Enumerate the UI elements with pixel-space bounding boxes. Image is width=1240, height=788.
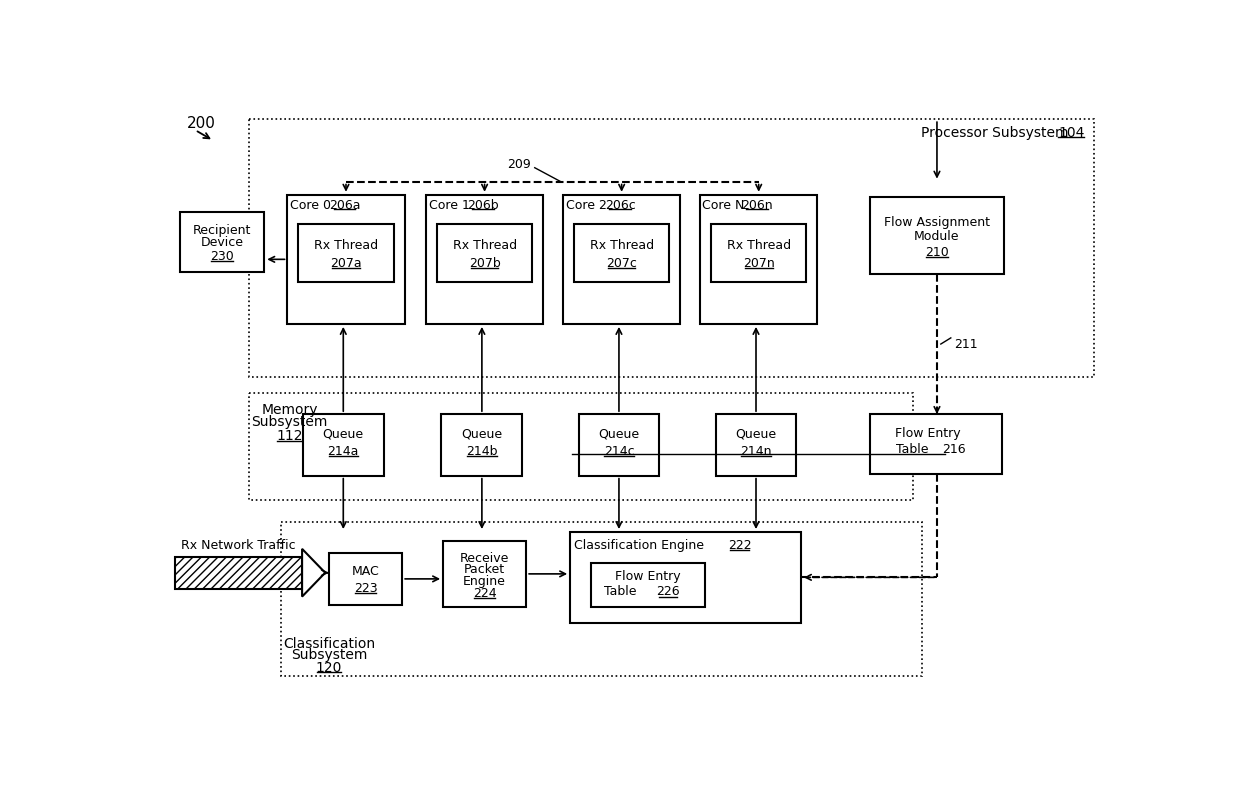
Bar: [701, 195, 817, 324]
Text: 104: 104: [1058, 126, 1085, 140]
Text: Queue: Queue: [735, 428, 776, 440]
Bar: [574, 224, 670, 282]
Bar: [249, 393, 913, 500]
Text: 223: 223: [353, 582, 377, 595]
Text: Flow Assignment: Flow Assignment: [884, 216, 990, 229]
Bar: [281, 522, 921, 676]
Text: 206a: 206a: [329, 199, 360, 212]
Text: 214a: 214a: [327, 444, 358, 458]
Bar: [299, 224, 394, 282]
Text: MAC: MAC: [352, 565, 379, 578]
Text: 209: 209: [507, 158, 531, 171]
Text: 230: 230: [210, 250, 234, 262]
Bar: [180, 213, 264, 273]
Text: 207a: 207a: [330, 257, 362, 269]
Text: 216: 216: [942, 443, 966, 456]
Text: Classification Engine: Classification Engine: [574, 539, 704, 552]
Text: 200: 200: [187, 117, 216, 132]
Bar: [869, 414, 1002, 474]
Text: Core 1: Core 1: [429, 199, 470, 212]
Bar: [436, 224, 532, 282]
Text: 206c: 206c: [605, 199, 635, 212]
Text: Flow Entry: Flow Entry: [895, 427, 961, 440]
Bar: [570, 532, 801, 623]
Text: Processor Subsystem: Processor Subsystem: [920, 126, 1068, 140]
Text: Rx Thread: Rx Thread: [314, 239, 378, 252]
Bar: [443, 541, 526, 607]
Text: 214n: 214n: [740, 444, 771, 458]
Text: 207b: 207b: [469, 257, 501, 269]
Text: 214b: 214b: [466, 444, 497, 458]
Text: Engine: Engine: [464, 574, 506, 588]
Text: 207c: 207c: [606, 257, 637, 269]
Bar: [175, 556, 303, 589]
Bar: [590, 563, 704, 608]
Text: 222: 222: [728, 539, 751, 552]
Text: Core N: Core N: [702, 199, 744, 212]
Text: Queue: Queue: [322, 428, 363, 440]
Bar: [329, 552, 402, 605]
Text: Subsystem: Subsystem: [252, 414, 327, 429]
Bar: [288, 195, 404, 324]
Text: Rx Thread: Rx Thread: [453, 239, 517, 252]
Text: Module: Module: [914, 230, 960, 243]
Text: Core 0: Core 0: [290, 199, 331, 212]
Text: 211: 211: [954, 337, 977, 351]
Text: Queue: Queue: [461, 428, 502, 440]
Text: Packet: Packet: [464, 563, 505, 576]
Text: 224: 224: [472, 587, 496, 600]
Text: Rx Thread: Rx Thread: [727, 239, 791, 252]
Polygon shape: [303, 549, 325, 597]
Text: 226: 226: [656, 585, 680, 598]
Text: Table: Table: [604, 585, 636, 598]
Bar: [869, 197, 1004, 274]
Text: 112: 112: [277, 429, 303, 444]
Text: Rx Network Traffic: Rx Network Traffic: [181, 539, 296, 552]
Bar: [441, 414, 522, 476]
Text: Rx Thread: Rx Thread: [589, 239, 653, 252]
Bar: [303, 414, 383, 476]
Bar: [579, 414, 660, 476]
Bar: [711, 224, 806, 282]
Text: Receive: Receive: [460, 552, 510, 564]
Text: Memory: Memory: [262, 403, 317, 418]
Text: Subsystem: Subsystem: [291, 648, 367, 662]
Bar: [249, 119, 1095, 377]
Text: Device: Device: [201, 236, 243, 249]
Text: 207n: 207n: [743, 257, 775, 269]
Text: 206n: 206n: [742, 199, 773, 212]
Text: 214c: 214c: [604, 444, 634, 458]
Bar: [563, 195, 681, 324]
Text: Recipient: Recipient: [193, 225, 252, 237]
Text: Flow Entry: Flow Entry: [615, 570, 681, 583]
Text: 120: 120: [316, 661, 342, 675]
Bar: [715, 414, 796, 476]
Text: 206b: 206b: [467, 199, 498, 212]
Bar: [427, 195, 543, 324]
Text: 210: 210: [925, 246, 949, 259]
Text: Classification: Classification: [283, 637, 376, 651]
Text: Table: Table: [895, 443, 929, 456]
Text: Queue: Queue: [599, 428, 640, 440]
Text: Core 2: Core 2: [565, 199, 606, 212]
